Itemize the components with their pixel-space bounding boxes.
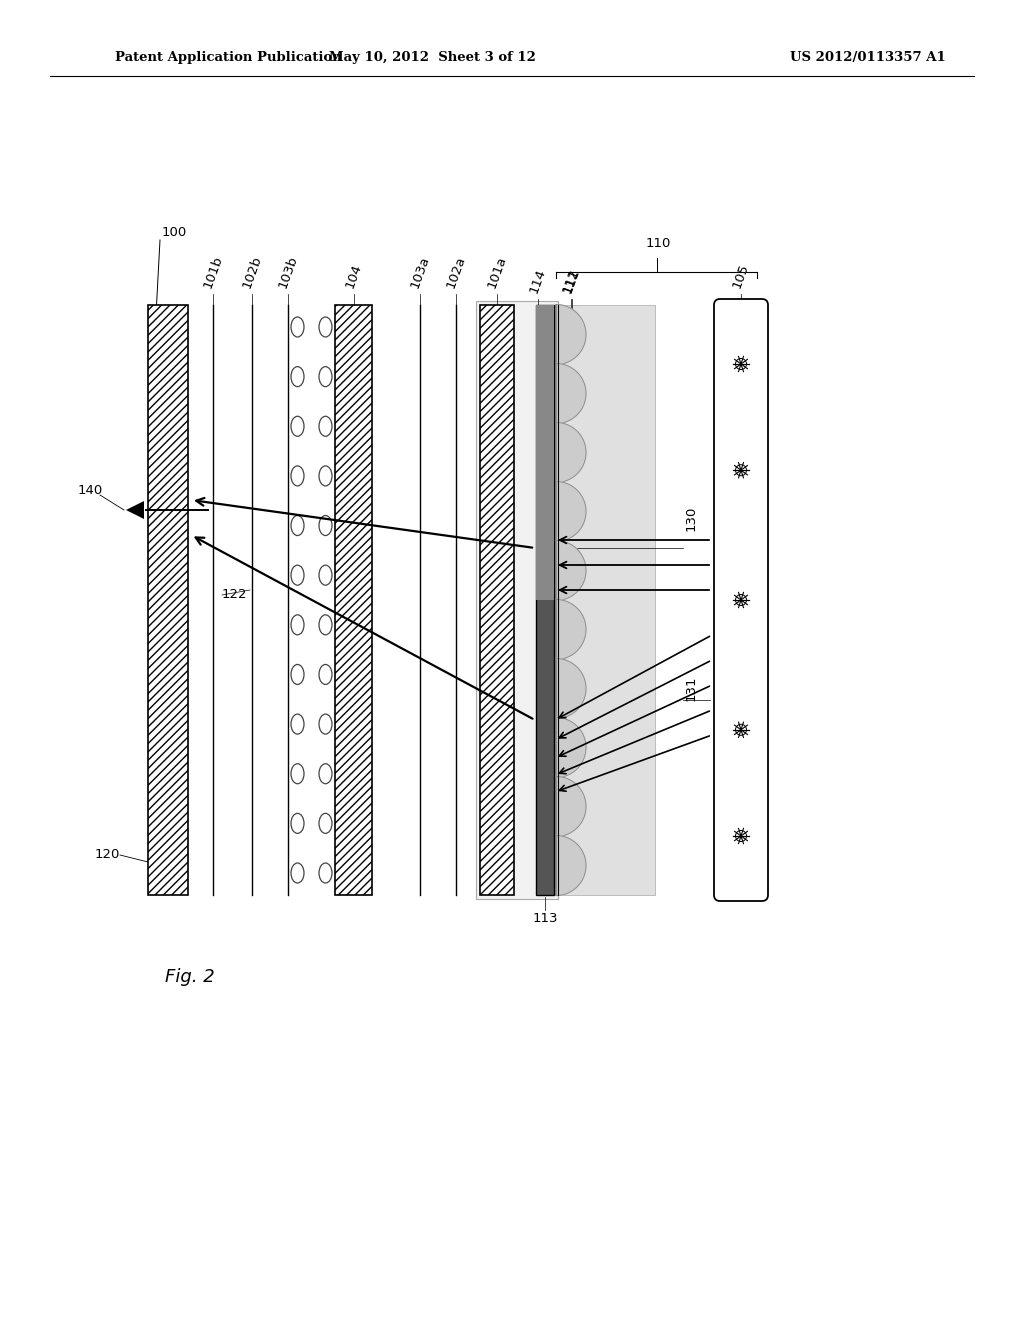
Ellipse shape	[319, 714, 332, 734]
Bar	[556, 305, 655, 895]
Ellipse shape	[319, 813, 332, 833]
Ellipse shape	[291, 466, 304, 486]
Text: 114: 114	[527, 267, 549, 294]
Text: 103a: 103a	[409, 253, 432, 290]
Text: 103b: 103b	[276, 253, 300, 290]
Ellipse shape	[291, 565, 304, 585]
Ellipse shape	[291, 813, 304, 833]
Text: 140: 140	[78, 483, 102, 496]
Ellipse shape	[319, 664, 332, 685]
Ellipse shape	[291, 367, 304, 387]
Ellipse shape	[291, 863, 304, 883]
Bar	[536, 305, 554, 601]
Text: 112: 112	[560, 267, 582, 294]
Ellipse shape	[319, 863, 332, 883]
Text: May 10, 2012  Sheet 3 of 12: May 10, 2012 Sheet 3 of 12	[329, 51, 536, 65]
Text: 130: 130	[685, 506, 698, 531]
Bar	[335, 305, 372, 895]
Polygon shape	[556, 422, 586, 483]
Text: 100: 100	[162, 226, 186, 239]
Text: Fig. 2: Fig. 2	[165, 968, 215, 986]
Text: 122: 122	[222, 589, 248, 602]
Text: 102b: 102b	[240, 253, 264, 290]
Ellipse shape	[319, 615, 332, 635]
FancyBboxPatch shape	[714, 300, 768, 902]
Polygon shape	[556, 599, 586, 660]
Text: 105: 105	[730, 261, 752, 290]
Text: US 2012/0113357 A1: US 2012/0113357 A1	[791, 51, 946, 65]
Ellipse shape	[319, 565, 332, 585]
Bar	[536, 305, 554, 895]
Text: 101b: 101b	[201, 253, 225, 290]
Ellipse shape	[291, 764, 304, 784]
Polygon shape	[556, 836, 586, 895]
Polygon shape	[126, 502, 144, 519]
Text: 110: 110	[646, 238, 671, 249]
Bar	[536, 611, 554, 895]
Polygon shape	[556, 305, 586, 364]
Ellipse shape	[319, 466, 332, 486]
Ellipse shape	[291, 714, 304, 734]
Polygon shape	[556, 540, 586, 601]
Polygon shape	[556, 659, 586, 718]
Ellipse shape	[319, 416, 332, 437]
Ellipse shape	[319, 317, 332, 337]
Text: 104: 104	[343, 261, 364, 290]
Text: 111: 111	[561, 267, 583, 294]
Bar	[476, 301, 558, 899]
Text: 101a: 101a	[485, 253, 509, 290]
Ellipse shape	[291, 317, 304, 337]
Text: 113: 113	[532, 912, 558, 925]
Ellipse shape	[291, 664, 304, 685]
Polygon shape	[556, 363, 586, 424]
Text: 131: 131	[685, 676, 698, 701]
Ellipse shape	[319, 764, 332, 784]
Bar	[480, 305, 514, 895]
Ellipse shape	[291, 516, 304, 536]
Text: 120: 120	[94, 849, 120, 862]
Ellipse shape	[319, 516, 332, 536]
Ellipse shape	[319, 367, 332, 387]
Polygon shape	[556, 482, 586, 541]
Text: Patent Application Publication: Patent Application Publication	[115, 51, 342, 65]
Text: 102a: 102a	[444, 253, 468, 290]
Ellipse shape	[291, 615, 304, 635]
Ellipse shape	[291, 416, 304, 437]
Bar	[148, 305, 188, 895]
Polygon shape	[556, 776, 586, 837]
Polygon shape	[556, 718, 586, 777]
